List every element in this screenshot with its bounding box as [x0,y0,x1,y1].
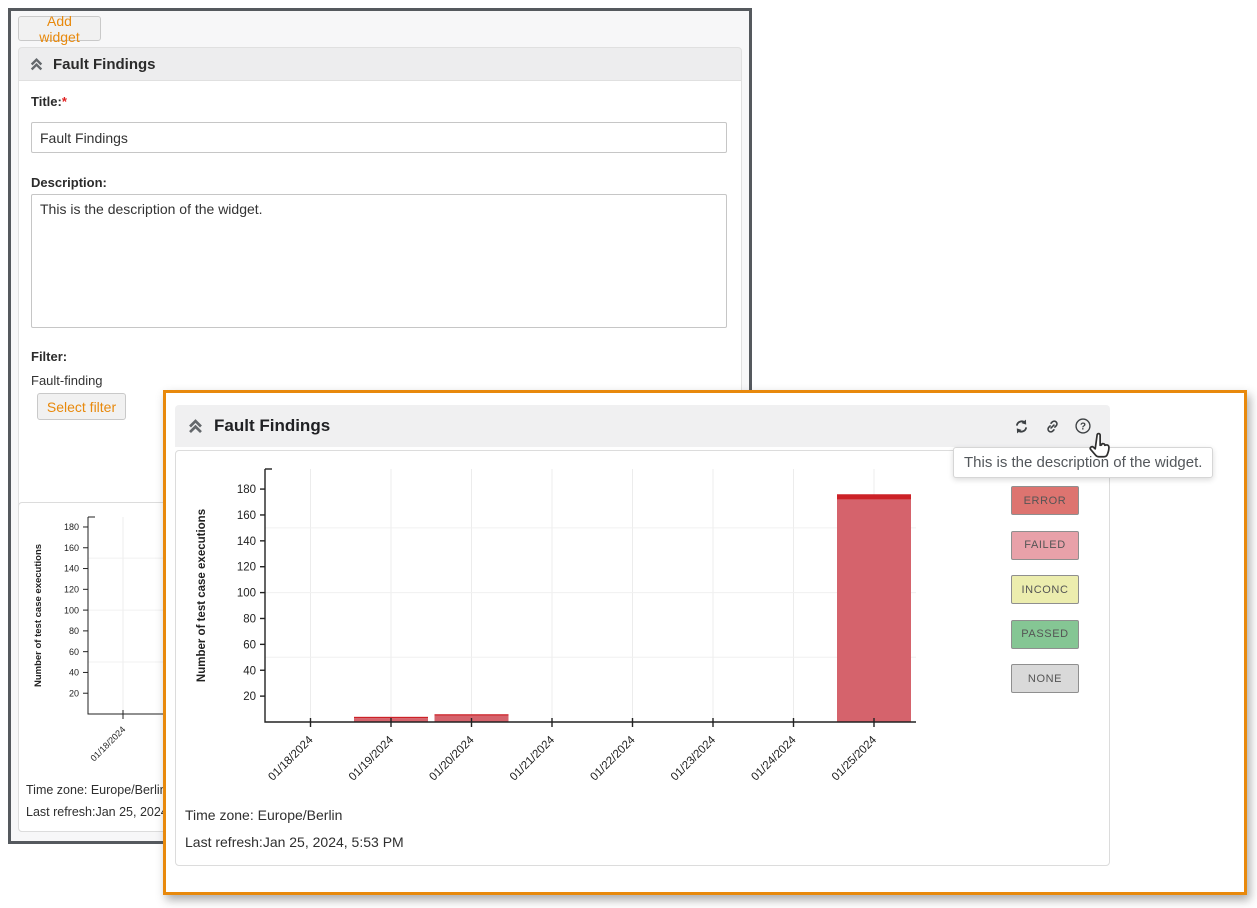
description-textarea[interactable]: This is the description of the widget. [31,194,727,328]
svg-text:100: 100 [64,605,79,615]
svg-text:180: 180 [237,484,256,496]
preview-header: Fault Findings ? [175,405,1110,447]
svg-text:120: 120 [237,562,256,574]
svg-text:01/19/2024: 01/19/2024 [347,734,397,784]
svg-text:140: 140 [64,564,79,574]
link-icon[interactable] [1043,417,1061,435]
preview-timezone-text: Time zone: Europe/Berlin [185,807,343,823]
preview-bar-chart: 20 40 60 80 100 120 140 160 180 01/18/2024 01/19/2… [196,468,916,784]
help-icon[interactable]: ? [1074,417,1092,435]
svg-text:100: 100 [237,588,256,600]
editor-section-header[interactable]: Fault Findings [18,47,742,81]
svg-text:01/24/2024: 01/24/2024 [749,734,799,784]
select-filter-button[interactable]: Select filter [37,393,126,420]
svg-text:01/21/2024: 01/21/2024 [508,734,558,784]
required-asterisk: * [61,94,67,109]
title-label: Title:* [31,94,67,109]
title-input[interactable] [31,122,727,153]
legend-button-inconc[interactable]: INCONC [1011,575,1079,604]
svg-text:40: 40 [243,665,256,677]
editor-section-title: Fault Findings [53,55,156,73]
svg-text:160: 160 [64,543,79,553]
svg-text:Number of test case executions: Number of test case executions [33,544,44,687]
add-widget-button[interactable]: Add widget [18,13,101,45]
description-tooltip: This is the description of the widget. [953,447,1214,478]
legend-button-failed[interactable]: FAILED [1011,530,1079,560]
cursor-icon [1087,432,1114,470]
svg-text:80: 80 [69,626,79,636]
legend-button-none[interactable]: NONE [1011,664,1079,693]
editor-timezone-text: Time zone: Europe/Berlin [26,783,167,797]
svg-text:01/18/2024: 01/18/2024 [88,724,127,763]
svg-text:40: 40 [69,668,79,678]
svg-text:140: 140 [237,536,256,548]
preview-action-icons: ? [1012,417,1098,435]
description-label: Description: [31,175,107,190]
svg-text:120: 120 [64,584,79,594]
collapse-icon[interactable] [187,418,204,435]
svg-text:?: ? [1080,422,1086,433]
editor-last-refresh-text: Last refresh:Jan 25, 2024, 5: [26,805,186,819]
status-legend: ERROR FAILED INCONC PASSED NONE [1011,486,1079,693]
legend-button-passed[interactable]: PASSED [1011,619,1079,649]
svg-text:01/25/2024: 01/25/2024 [830,734,880,784]
svg-text:01/18/2024: 01/18/2024 [266,734,316,784]
preview-chart-card: 20 40 60 80 100 120 140 160 180 01/18/2024 01/19/2… [175,450,1110,866]
widget-preview-panel: Fault Findings ? [163,390,1247,895]
svg-text:Number of test case executions: Number of test case executions [196,509,208,682]
svg-text:80: 80 [243,614,256,626]
filter-label: Filter: [31,349,68,364]
preview-last-refresh-text: Last refresh:Jan 25, 2024, 5:53 PM [185,834,404,850]
legend-button-error[interactable]: ERROR [1011,486,1079,515]
svg-text:20: 20 [69,688,79,698]
svg-text:160: 160 [237,510,256,522]
svg-text:01/23/2024: 01/23/2024 [669,734,719,784]
svg-text:60: 60 [243,639,256,651]
svg-text:01/20/2024: 01/20/2024 [427,734,477,784]
filter-value: Fault-finding [31,373,103,388]
svg-text:180: 180 [64,522,79,532]
preview-title: Fault Findings [214,416,331,435]
svg-text:60: 60 [69,647,79,657]
svg-text:20: 20 [243,691,256,703]
collapse-icon[interactable] [29,57,44,72]
refresh-icon[interactable] [1012,417,1030,435]
svg-text:01/22/2024: 01/22/2024 [588,734,638,784]
